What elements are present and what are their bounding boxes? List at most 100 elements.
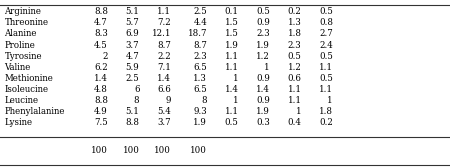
Text: 1.3: 1.3 xyxy=(193,74,207,83)
Text: 6.9: 6.9 xyxy=(126,29,140,38)
Text: 1.9: 1.9 xyxy=(256,41,270,50)
Text: 2.3: 2.3 xyxy=(288,41,302,50)
Text: 1.1: 1.1 xyxy=(225,107,239,116)
Text: 9: 9 xyxy=(166,96,171,105)
Text: 8.8: 8.8 xyxy=(94,7,108,16)
Text: 4.5: 4.5 xyxy=(94,41,108,50)
Text: 3.7: 3.7 xyxy=(126,41,140,50)
Text: 1: 1 xyxy=(265,63,270,72)
Text: 4.4: 4.4 xyxy=(193,18,207,27)
Text: 1.1: 1.1 xyxy=(225,63,239,72)
Text: 8: 8 xyxy=(202,96,207,105)
Text: 1.9: 1.9 xyxy=(193,118,207,128)
Text: 2.5: 2.5 xyxy=(193,7,207,16)
Text: 1.9: 1.9 xyxy=(256,107,270,116)
Text: Phenylalanine: Phenylalanine xyxy=(4,107,65,116)
Text: 1.1: 1.1 xyxy=(319,63,333,72)
Text: 2.5: 2.5 xyxy=(126,74,140,83)
Text: 1.1: 1.1 xyxy=(288,96,302,105)
Text: 0.4: 0.4 xyxy=(288,118,302,128)
Text: 1.2: 1.2 xyxy=(256,52,270,61)
Text: 1: 1 xyxy=(296,107,302,116)
Text: 5.4: 5.4 xyxy=(157,107,171,116)
Text: 1.4: 1.4 xyxy=(94,74,108,83)
Text: 1: 1 xyxy=(233,74,238,83)
Text: 0.5: 0.5 xyxy=(319,74,333,83)
Text: 0.9: 0.9 xyxy=(256,96,270,105)
Text: 100: 100 xyxy=(91,146,108,155)
Text: 4.8: 4.8 xyxy=(94,85,108,94)
Text: 2.3: 2.3 xyxy=(256,29,270,38)
Text: 0.3: 0.3 xyxy=(256,118,270,128)
Text: 7.1: 7.1 xyxy=(157,63,171,72)
Text: 1: 1 xyxy=(233,96,238,105)
Text: Alanine: Alanine xyxy=(4,29,37,38)
Text: 5.1: 5.1 xyxy=(126,107,140,116)
Text: 0.5: 0.5 xyxy=(319,7,333,16)
Text: 5.1: 5.1 xyxy=(126,7,140,16)
Text: 8.7: 8.7 xyxy=(157,41,171,50)
Text: 100: 100 xyxy=(190,146,207,155)
Text: Methionine: Methionine xyxy=(4,74,54,83)
Text: 1.1: 1.1 xyxy=(157,7,171,16)
Text: 6.6: 6.6 xyxy=(157,85,171,94)
Text: 1.5: 1.5 xyxy=(225,29,239,38)
Text: 0.1: 0.1 xyxy=(225,7,239,16)
Text: 1.1: 1.1 xyxy=(225,52,239,61)
Text: 8.8: 8.8 xyxy=(126,118,140,128)
Text: 4.7: 4.7 xyxy=(126,52,140,61)
Text: 7.5: 7.5 xyxy=(94,118,108,128)
Text: 100: 100 xyxy=(122,146,140,155)
Text: 6: 6 xyxy=(134,85,140,94)
Text: 8.8: 8.8 xyxy=(94,96,108,105)
Text: Arginine: Arginine xyxy=(4,7,41,16)
Text: 1.4: 1.4 xyxy=(225,85,239,94)
Text: 8.7: 8.7 xyxy=(193,41,207,50)
Text: 6.2: 6.2 xyxy=(94,63,108,72)
Text: 5.7: 5.7 xyxy=(126,18,140,27)
Text: 0.9: 0.9 xyxy=(256,18,270,27)
Text: 100: 100 xyxy=(154,146,171,155)
Text: 1.9: 1.9 xyxy=(225,41,239,50)
Text: 0.5: 0.5 xyxy=(288,52,302,61)
Text: 0.9: 0.9 xyxy=(256,74,270,83)
Text: 0.5: 0.5 xyxy=(225,118,239,128)
Text: 0.2: 0.2 xyxy=(288,7,302,16)
Text: 6.5: 6.5 xyxy=(193,63,207,72)
Text: Tyrosine: Tyrosine xyxy=(4,52,42,61)
Text: 9.3: 9.3 xyxy=(194,107,207,116)
Text: 0.5: 0.5 xyxy=(319,52,333,61)
Text: Leucine: Leucine xyxy=(4,96,39,105)
Text: 1.1: 1.1 xyxy=(288,85,302,94)
Text: 0.8: 0.8 xyxy=(319,18,333,27)
Text: 0.2: 0.2 xyxy=(319,118,333,128)
Text: 4.7: 4.7 xyxy=(94,18,108,27)
Text: 6.5: 6.5 xyxy=(193,85,207,94)
Text: 0.6: 0.6 xyxy=(288,74,302,83)
Text: 2: 2 xyxy=(103,52,108,61)
Text: 5.9: 5.9 xyxy=(126,63,140,72)
Text: 1.4: 1.4 xyxy=(157,74,171,83)
Text: 0.5: 0.5 xyxy=(256,7,270,16)
Text: 2.2: 2.2 xyxy=(157,52,171,61)
Text: 12.1: 12.1 xyxy=(152,29,171,38)
Text: 3.7: 3.7 xyxy=(158,118,171,128)
Text: 4.9: 4.9 xyxy=(94,107,108,116)
Text: 1.5: 1.5 xyxy=(225,18,239,27)
Text: 1.2: 1.2 xyxy=(288,63,302,72)
Text: Proline: Proline xyxy=(4,41,36,50)
Text: 8: 8 xyxy=(134,96,140,105)
Text: 2.4: 2.4 xyxy=(319,41,333,50)
Text: 1.8: 1.8 xyxy=(288,29,302,38)
Text: 1.1: 1.1 xyxy=(319,85,333,94)
Text: 18.7: 18.7 xyxy=(188,29,207,38)
Text: Threonine: Threonine xyxy=(4,18,49,27)
Text: 7.2: 7.2 xyxy=(157,18,171,27)
Text: Lysine: Lysine xyxy=(4,118,32,128)
Text: Valine: Valine xyxy=(4,63,31,72)
Text: 2.7: 2.7 xyxy=(319,29,333,38)
Text: 1.4: 1.4 xyxy=(256,85,270,94)
Text: 1.8: 1.8 xyxy=(319,107,333,116)
Text: 1: 1 xyxy=(328,96,333,105)
Text: 1.3: 1.3 xyxy=(288,18,302,27)
